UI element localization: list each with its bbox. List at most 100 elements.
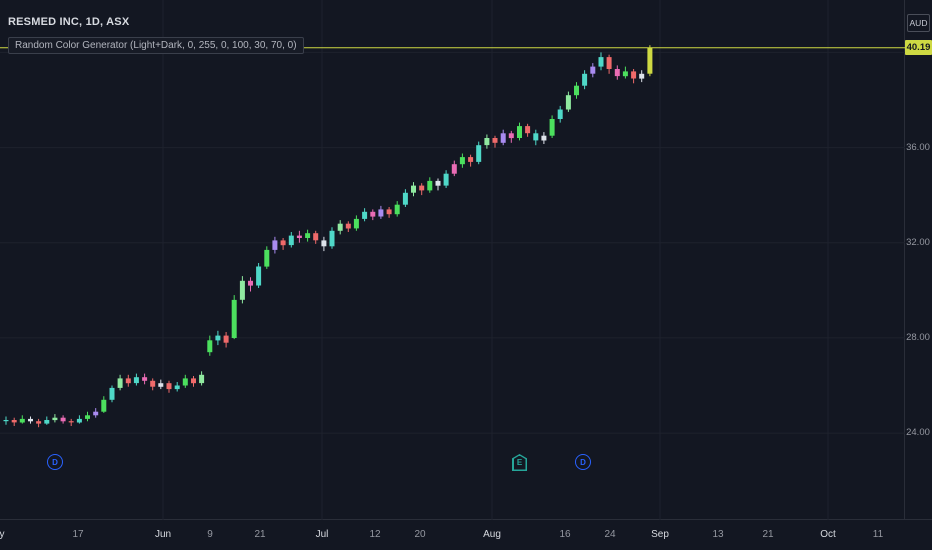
currency-label[interactable]: AUD xyxy=(907,14,930,32)
candle xyxy=(394,201,400,217)
candle xyxy=(565,91,571,112)
dividend-marker[interactable]: D xyxy=(47,454,63,470)
candle xyxy=(280,238,286,250)
candle xyxy=(639,70,645,83)
candle xyxy=(93,408,99,418)
candle xyxy=(28,416,33,424)
dividend-marker[interactable]: D xyxy=(575,454,591,470)
candle xyxy=(264,246,270,269)
time-axis[interactable]: y 17 Jun 9 21 Jul 12 20 Aug 16 24 Sep 13 21 Oct 11 xyxy=(0,520,932,550)
candle xyxy=(386,207,392,218)
candle xyxy=(574,82,579,99)
candle xyxy=(435,178,441,191)
time-tick-label: 12 xyxy=(369,529,381,540)
candle xyxy=(174,382,180,392)
time-tick-label: Jun xyxy=(154,529,172,540)
candle xyxy=(313,230,319,244)
candle xyxy=(142,373,148,385)
candle xyxy=(60,415,66,424)
time-tick-label: 16 xyxy=(559,529,571,540)
candle xyxy=(288,232,294,248)
candle xyxy=(321,236,327,252)
candle xyxy=(411,182,416,197)
candle xyxy=(525,123,531,137)
candle xyxy=(614,65,620,80)
candle xyxy=(606,54,612,74)
candle xyxy=(353,215,359,231)
time-tick-label: 17 xyxy=(72,529,84,540)
candle xyxy=(541,132,547,144)
candle xyxy=(370,209,376,221)
candle xyxy=(329,227,335,249)
candle xyxy=(378,205,384,219)
candle xyxy=(133,373,139,386)
candle xyxy=(492,135,498,148)
time-tick-label: 11 xyxy=(872,529,884,540)
candle xyxy=(598,52,604,71)
earnings-marker[interactable]: E xyxy=(512,454,527,471)
candle xyxy=(3,416,9,425)
candle xyxy=(590,63,596,78)
candle xyxy=(484,134,490,149)
candle xyxy=(476,141,482,165)
candle xyxy=(125,374,131,387)
candle xyxy=(647,45,653,77)
indicator-label[interactable]: Random Color Generator (Light+Dark, 0, 2… xyxy=(8,37,304,54)
time-tick-label: 20 xyxy=(414,529,426,540)
time-tick-label: Aug xyxy=(483,529,501,540)
candle xyxy=(239,276,245,304)
candle xyxy=(622,66,628,79)
candle xyxy=(443,170,449,188)
price-tick-label: 36.00 xyxy=(906,141,930,153)
last-price-badge: 40.19 xyxy=(905,39,932,55)
candle xyxy=(533,129,539,146)
candle xyxy=(76,415,82,424)
legend: RESMED INC, 1D, ASX Random Color Generat… xyxy=(8,16,304,54)
plot-area[interactable]: RESMED INC, 1D, ASX Random Color Generat… xyxy=(0,0,905,520)
candle xyxy=(191,376,196,387)
candle xyxy=(223,332,229,348)
candle xyxy=(427,177,433,193)
earnings-marker-fill xyxy=(513,455,526,470)
candle xyxy=(419,183,425,196)
chart-canvas[interactable] xyxy=(0,0,905,520)
candle xyxy=(557,105,563,123)
time-tick-label: Jul xyxy=(315,529,329,540)
candle xyxy=(19,415,25,424)
candle xyxy=(345,221,351,232)
candle xyxy=(296,230,302,243)
candle xyxy=(272,236,278,254)
candle xyxy=(582,70,588,90)
time-tick-label: 21 xyxy=(762,529,774,540)
candle xyxy=(362,208,368,222)
candle xyxy=(150,378,156,391)
candle xyxy=(199,371,205,386)
candle xyxy=(468,154,474,167)
candle xyxy=(451,160,457,177)
candle xyxy=(36,418,42,428)
symbol-title[interactable]: RESMED INC, 1D, ASX xyxy=(8,16,130,28)
candle xyxy=(402,189,408,207)
candle xyxy=(158,379,164,390)
candle xyxy=(248,277,253,292)
candle xyxy=(517,122,522,141)
candle xyxy=(44,416,50,425)
candle xyxy=(182,374,188,388)
price-axis[interactable]: AUD 36.00 32.00 28.00 24.00 40.19 xyxy=(905,0,932,520)
time-tick-label: 21 xyxy=(254,529,266,540)
candle xyxy=(109,385,115,403)
candle xyxy=(117,374,123,391)
time-tick-label: 9 xyxy=(207,529,213,540)
time-tick-label: Oct xyxy=(820,529,836,540)
price-tick-label: 28.00 xyxy=(906,331,930,343)
candle xyxy=(508,130,514,143)
candle xyxy=(166,380,172,393)
candle xyxy=(68,418,74,426)
candle xyxy=(101,396,107,413)
candle xyxy=(231,295,237,340)
candle xyxy=(215,330,221,346)
time-tick-label: 13 xyxy=(712,529,724,540)
candle xyxy=(459,153,465,168)
candle xyxy=(11,417,17,426)
